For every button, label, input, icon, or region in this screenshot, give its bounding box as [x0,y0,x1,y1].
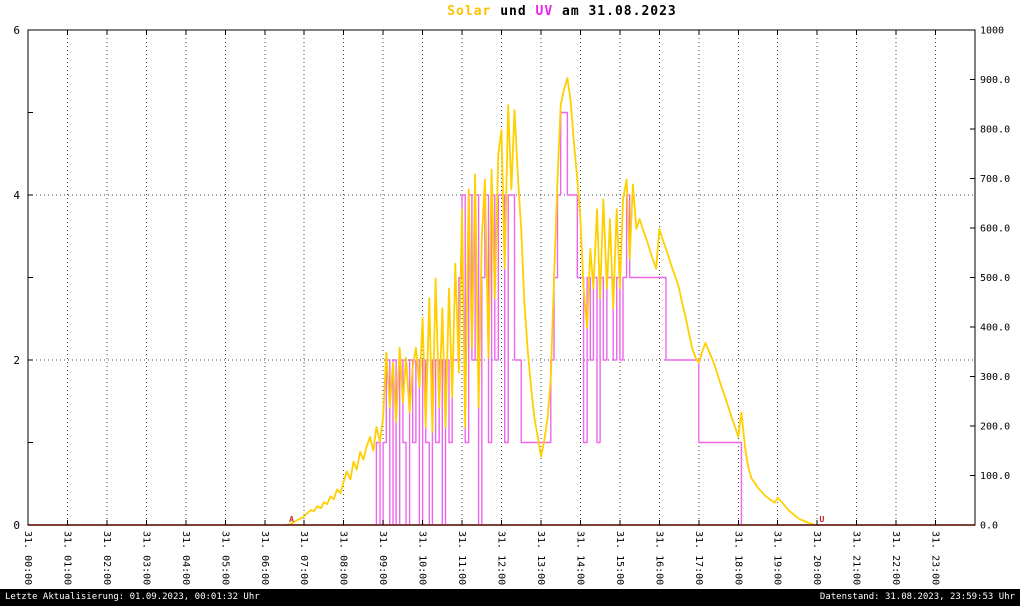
y-right-label: 400.0 [980,323,1010,334]
y-right-label: 0.0 [980,521,998,532]
series-uv [28,111,975,526]
x-tick-label: 31. 19:00 [772,531,783,585]
y-left-label: 0 [13,519,20,532]
footer-bar: Letzte Aktualisierung: 01.09.2023, 00:01… [0,589,1020,606]
x-tick-label: 31. 18:00 [732,531,743,585]
x-tick-label: 31. 06:00 [259,531,270,585]
x-tick-label: 31. 20:00 [811,531,822,585]
x-tick-label: 31. 07:00 [298,531,309,585]
x-tick-label: 31. 21:00 [851,531,862,585]
title-uv-label: UV [535,4,554,19]
data-timestamp-label: Datenstand: 31.08.2023, 23:59:53 Uhr [819,592,1015,602]
x-tick-label: 31. 15:00 [614,531,625,585]
y-right-label: 800.0 [980,125,1010,136]
y-right-label: 200.0 [980,422,1010,433]
last-update-label: Letzte Aktualisierung: 01.09.2023, 00:01… [5,592,260,602]
x-tick-label: 31. 10:00 [417,531,428,585]
y-right-label: 100.0 [980,471,1010,482]
x-tick-label: 31. 08:00 [338,531,349,585]
x-tick-label: 31. 16:00 [653,531,664,585]
x-tick-label: 31. 03:00 [140,531,151,585]
x-tick-label: 31. 13:00 [535,531,546,585]
series-solar [284,77,821,526]
x-tick-label: 31. 17:00 [693,531,704,585]
y-right-label: 500.0 [980,273,1010,284]
chart-title: Solar und UV am 31.08.2023 [0,4,1020,19]
x-tick-label: 31. 12:00 [496,531,507,585]
x-tick-label: 31. 05:00 [219,531,230,585]
title-solar-label: Solar [447,4,492,19]
y-right-label: 300.0 [980,372,1010,383]
x-tick-label: 31. 04:00 [180,531,191,585]
y-right-label: 600.0 [980,224,1010,235]
x-tick-label: 31. 14:00 [574,531,585,585]
marker-sunset: U [819,515,824,524]
y-left-label: 2 [13,354,20,367]
x-tick-label: 31. 01:00 [62,531,73,585]
x-tick-label: 31. 22:00 [890,531,901,585]
x-tick-label: 31. 11:00 [456,531,467,585]
plot-svg: 6 4 2 0 1000 900.0 800.0 700.0 600.0 500.0 400.0 30… [13,24,1010,585]
y-right-label: 700.0 [980,174,1010,185]
y-right-label: 1000 [980,26,1004,37]
title-date-label: am 31.08.2023 [553,4,677,19]
x-tick-label: 31. 23:00 [930,531,941,585]
x-tick-label: 31. 00:00 [22,531,33,585]
title-mid-label: und [491,4,536,19]
marker-sunrise: A [289,515,294,524]
y-left-label: 4 [13,189,20,202]
x-tick-label: 31. 09:00 [377,531,388,585]
y-right-label: 900.0 [980,75,1010,86]
y-left-label: 6 [13,24,20,37]
x-tick-label: 31. 02:00 [101,531,112,585]
